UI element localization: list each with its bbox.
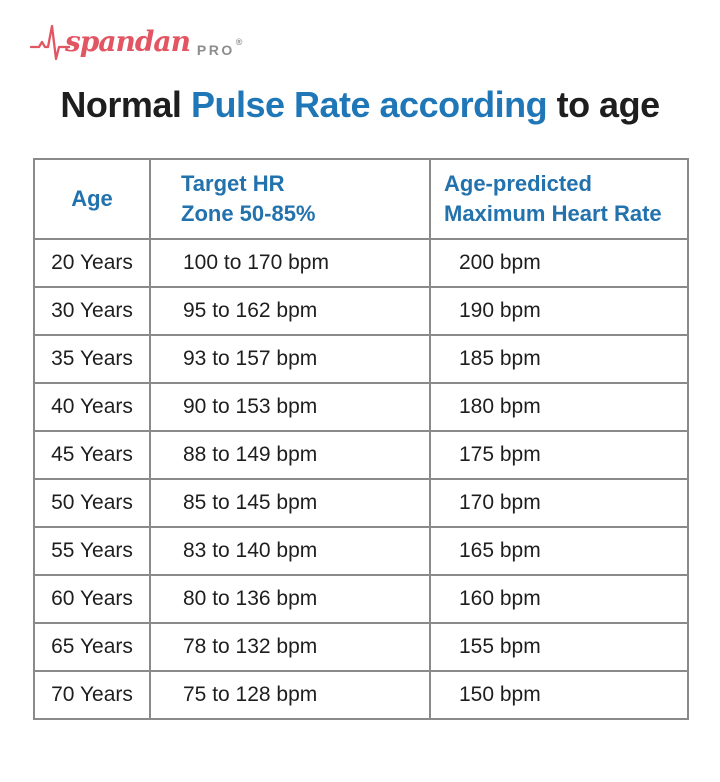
max-hr-cell: 200 bpm (429, 238, 689, 288)
page-title: Normal Pulse Rate according to age (0, 84, 720, 126)
header-age: Age (33, 158, 151, 240)
table-row: 30 Years 95 to 162 bpm 190 bpm (33, 286, 689, 336)
table-row: 65 Years 78 to 132 bpm 155 bpm (33, 622, 689, 672)
max-hr-cell: 160 bpm (429, 574, 689, 624)
age-cell: 20 Years (33, 238, 151, 288)
max-hr-cell: 175 bpm (429, 430, 689, 480)
age-cell: 40 Years (33, 382, 151, 432)
brand-logo: spandan PRO® (30, 20, 245, 64)
target-hr-cell: 75 to 128 bpm (149, 670, 431, 720)
brand-name: spandan (65, 25, 191, 58)
max-hr-cell: 190 bpm (429, 286, 689, 336)
table-row: 40 Years 90 to 153 bpm 180 bpm (33, 382, 689, 432)
max-hr-cell: 165 bpm (429, 526, 689, 576)
table-row: 35 Years 93 to 157 bpm 185 bpm (33, 334, 689, 384)
title-prefix: Normal (60, 84, 191, 125)
max-hr-cell: 180 bpm (429, 382, 689, 432)
heartbeat-ecg-icon (30, 24, 70, 61)
table-body: 20 Years 100 to 170 bpm 200 bpm 30 Years… (33, 238, 689, 720)
header-target-hr-line1: Target HR (181, 171, 285, 196)
heart-rate-table-wrap: Age Target HR Zone 50-85% Age-predicted … (33, 158, 689, 720)
title-suffix: to age (547, 84, 661, 125)
age-cell: 35 Years (33, 334, 151, 384)
title-highlight: Pulse Rate according (190, 84, 548, 125)
target-hr-cell: 85 to 145 bpm (149, 478, 431, 528)
table-row: 70 Years 75 to 128 bpm 150 bpm (33, 670, 689, 720)
age-cell: 65 Years (33, 622, 151, 672)
age-cell: 70 Years (33, 670, 151, 720)
target-hr-cell: 78 to 132 bpm (149, 622, 431, 672)
age-cell: 55 Years (33, 526, 151, 576)
table-row: 55 Years 83 to 140 bpm 165 bpm (33, 526, 689, 576)
target-hr-cell: 93 to 157 bpm (149, 334, 431, 384)
table-header: Age Target HR Zone 50-85% Age-predicted … (33, 158, 689, 240)
header-target-hr-line2: Zone 50-85% (181, 201, 316, 226)
table-header-row: Age Target HR Zone 50-85% Age-predicted … (33, 158, 689, 240)
target-hr-cell: 100 to 170 bpm (149, 238, 431, 288)
age-cell: 30 Years (33, 286, 151, 336)
registered-mark-icon: ® (235, 36, 245, 47)
target-hr-cell: 90 to 153 bpm (149, 382, 431, 432)
header-max-hr-line2: Maximum Heart Rate (444, 201, 662, 226)
max-hr-cell: 185 bpm (429, 334, 689, 384)
table-row: 45 Years 88 to 149 bpm 175 bpm (33, 430, 689, 480)
header-target-hr: Target HR Zone 50-85% (149, 158, 431, 240)
brand-pro-label: PRO® (196, 36, 245, 58)
max-hr-cell: 155 bpm (429, 622, 689, 672)
table-row: 50 Years 85 to 145 bpm 170 bpm (33, 478, 689, 528)
max-hr-cell: 170 bpm (429, 478, 689, 528)
max-hr-cell: 150 bpm (429, 670, 689, 720)
heart-rate-table: Age Target HR Zone 50-85% Age-predicted … (33, 158, 689, 720)
target-hr-cell: 88 to 149 bpm (149, 430, 431, 480)
header-max-hr-line1: Age-predicted (444, 171, 592, 196)
header-max-hr: Age-predicted Maximum Heart Rate (429, 158, 689, 240)
age-cell: 50 Years (33, 478, 151, 528)
table-row: 60 Years 80 to 136 bpm 160 bpm (33, 574, 689, 624)
target-hr-cell: 95 to 162 bpm (149, 286, 431, 336)
table-row: 20 Years 100 to 170 bpm 200 bpm (33, 238, 689, 288)
target-hr-cell: 83 to 140 bpm (149, 526, 431, 576)
target-hr-cell: 80 to 136 bpm (149, 574, 431, 624)
age-cell: 45 Years (33, 430, 151, 480)
age-cell: 60 Years (33, 574, 151, 624)
